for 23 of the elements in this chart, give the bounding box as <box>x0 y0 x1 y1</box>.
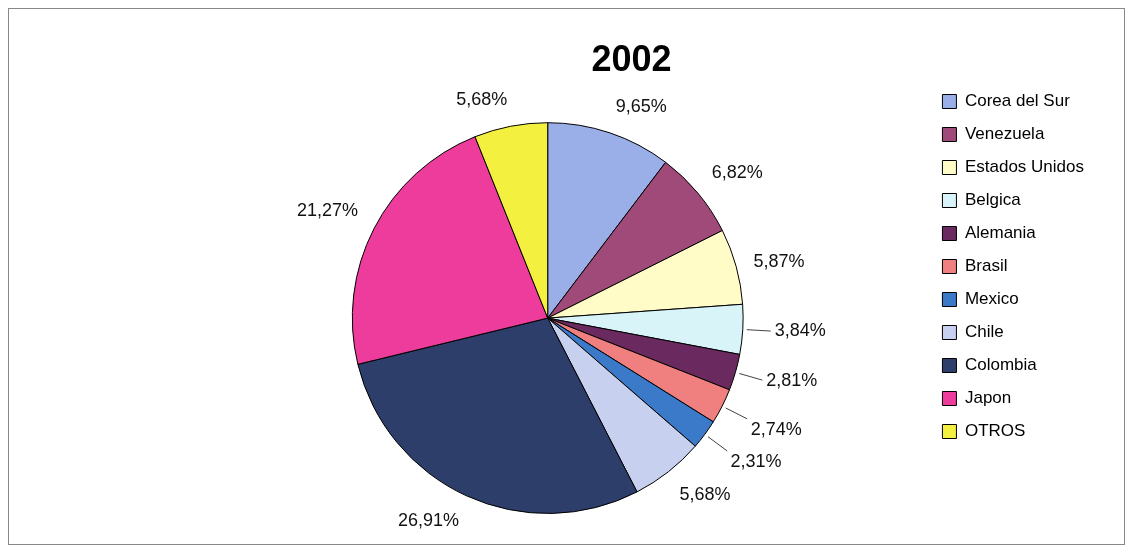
legend-label: Japon <box>964 388 1012 408</box>
data-label: 2,81% <box>766 370 818 391</box>
data-label: 21,27% <box>296 200 358 221</box>
legend-label: Mexico <box>964 289 1019 309</box>
legend-label: Chile <box>964 322 1004 342</box>
legend-label: Belgica <box>964 190 1022 210</box>
legend-label: OTROS <box>964 421 1026 441</box>
legend-label: Alemania <box>964 223 1037 243</box>
legend-label: Estados Unidos <box>964 157 1085 177</box>
legend-label: Brasil <box>964 256 1008 276</box>
data-label: 2,31% <box>730 451 782 472</box>
legend-label: Venezuela <box>964 124 1045 144</box>
data-label: 5,87% <box>753 250 805 271</box>
data-label: 6,82% <box>711 161 763 182</box>
data-label: 9,65% <box>615 95 667 116</box>
data-label: 5,68% <box>679 483 731 504</box>
data-label: 5,68% <box>456 88 508 109</box>
data-label: 2,74% <box>750 418 802 439</box>
data-label: 26,91% <box>397 510 460 531</box>
legend-label: Colombia <box>964 355 1038 375</box>
chart-title: 2002 <box>591 37 672 79</box>
legend-label: Corea del Sur <box>964 91 1071 111</box>
data-label: 3,84% <box>774 320 826 341</box>
